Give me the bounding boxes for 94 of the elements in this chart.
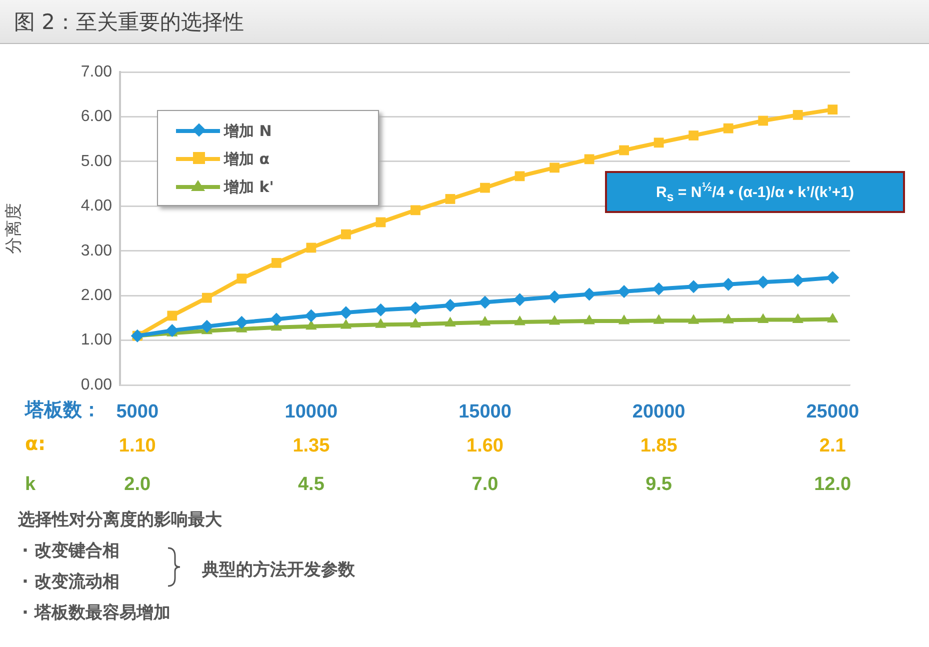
point: [756, 276, 770, 289]
point: [652, 282, 666, 296]
point: [792, 313, 804, 323]
text: · 改变流动相: [22, 572, 120, 592]
formula-box: R$_{s}$ = N$^{½}$/4 • (α-1)/α • k’/(k’+1): [605, 171, 905, 213]
point: [514, 315, 526, 326]
text: 9.5: [646, 474, 672, 496]
point: [374, 303, 388, 316]
point: [584, 154, 594, 164]
point: [166, 324, 179, 337]
point: [444, 316, 456, 327]
y-tick-label: 2.00: [80, 286, 112, 304]
point: [723, 123, 734, 134]
point: [270, 312, 283, 326]
point: [688, 314, 700, 324]
point: [202, 292, 212, 303]
point: [619, 145, 629, 156]
point: [722, 278, 735, 291]
point: [376, 217, 386, 228]
text: · 改变键合相: [22, 541, 120, 561]
point: [550, 162, 560, 173]
point: [722, 314, 734, 324]
point: [688, 130, 699, 140]
point: [271, 258, 282, 268]
text: · 塔板数最容易增加: [22, 602, 172, 625]
point: [375, 318, 386, 328]
text: 选择性对分离度的影响最大: [18, 509, 222, 532]
x2-tick-label: 1.35: [292, 436, 330, 457]
x-tick-label: 5000: [116, 402, 159, 423]
point: [826, 312, 838, 323]
chart-title: 图 2：至关重要的选择性: [0, 0, 929, 44]
point: [513, 293, 526, 306]
y-tick-label: 3.00: [80, 242, 112, 260]
legend-label: 增加 k': [224, 178, 274, 196]
x-tick-label: 25000: [806, 402, 860, 423]
point: [548, 290, 562, 304]
text: 12.0: [814, 474, 852, 496]
point: [408, 302, 422, 315]
text: 2.0: [124, 474, 151, 496]
y-tick-label: 4.00: [80, 198, 112, 215]
y-tick-label: 1.00: [80, 332, 112, 349]
point: [757, 313, 769, 323]
text: 4.5: [298, 474, 324, 496]
point: [828, 104, 838, 115]
point: [200, 320, 214, 333]
point: [654, 138, 664, 148]
point: [758, 116, 768, 126]
y-tick-label: 7.00: [80, 63, 112, 80]
point: [235, 316, 248, 329]
text: 7.0: [472, 474, 498, 496]
point: [826, 271, 840, 284]
point: [341, 229, 351, 240]
point: [410, 205, 420, 216]
legend-label: 增加 α: [224, 150, 270, 168]
x2-tick-label: 1.60: [466, 436, 504, 457]
point: [478, 296, 492, 309]
point: [340, 319, 352, 329]
point: [410, 318, 422, 328]
point: [514, 171, 525, 182]
y-tick-label: 5.00: [80, 152, 112, 170]
legend-label: 增加 N: [224, 122, 272, 140]
point: [584, 314, 595, 324]
text: k: [25, 474, 36, 496]
point: [548, 315, 560, 325]
point: [445, 194, 456, 204]
point: [339, 306, 352, 320]
x-tick-label: 10000: [284, 402, 338, 423]
point: [306, 320, 317, 330]
x-tick-label: 15000: [458, 402, 512, 423]
y-tick-label: 0.00: [80, 376, 112, 394]
point: [653, 314, 664, 324]
point: [582, 288, 596, 301]
y-tick-label: 6.00: [80, 108, 112, 126]
point: [618, 285, 631, 298]
point: [236, 274, 247, 284]
x2-tick-label: 1.85: [640, 436, 678, 457]
point: [792, 110, 803, 120]
point: [167, 310, 178, 321]
point: [304, 309, 318, 322]
point: [791, 274, 804, 287]
x2-axis-title: α:: [25, 432, 46, 455]
x2-tick-label: 2.1: [819, 436, 846, 457]
point: [444, 298, 457, 312]
point: [479, 316, 491, 326]
text: 典型的方法开发参数: [202, 559, 355, 581]
annotation: R$_{s}$ = N$^{½}$/4 • (α-1)/α • k’/(k’+1): [656, 180, 854, 204]
point: [480, 182, 490, 193]
point: [687, 280, 700, 294]
y-axis-title: 分离度: [4, 203, 23, 254]
x2-tick-label: 1.10: [118, 436, 156, 457]
x-tick-label: 20000: [632, 402, 686, 423]
x-axis-title: 塔板数：: [24, 398, 101, 421]
point: [618, 314, 630, 324]
point: [306, 242, 316, 253]
